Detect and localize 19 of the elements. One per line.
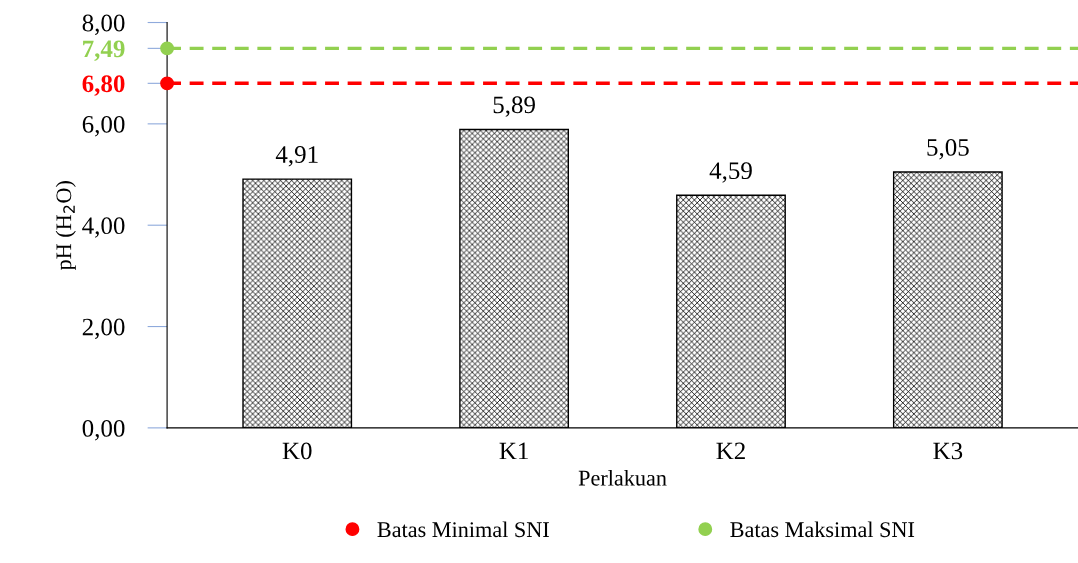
legend-label: Batas Minimal SNI xyxy=(377,521,549,538)
x-tick-label: K1 xyxy=(499,442,528,460)
y-tick-label: 7,49 xyxy=(83,40,125,61)
x-tick-label: K3 xyxy=(933,442,963,460)
y-tick-label: 0,00 xyxy=(82,419,125,441)
data-label: 5,89 xyxy=(493,96,535,117)
y-axis-title: pH (H$_{2}$O) xyxy=(55,181,76,271)
y-tick-label: 2,00 xyxy=(82,318,125,340)
x-tick-label: K0 xyxy=(282,442,312,460)
data-label: 5,05 xyxy=(927,138,969,160)
y-tick-label: 6,80 xyxy=(82,75,125,96)
x-tick-label: K2 xyxy=(716,442,745,460)
legend-label: Batas Maksimal SNI xyxy=(730,521,915,538)
x-axis-title: Perlakuan xyxy=(578,470,667,486)
y-tick-label: 8,00 xyxy=(82,14,125,36)
data-label: 4,91 xyxy=(275,146,318,167)
y-tick-label: 6,00 xyxy=(82,115,125,137)
data-label: 4,59 xyxy=(709,162,752,183)
y-tick-label: 4,00 xyxy=(82,217,125,238)
